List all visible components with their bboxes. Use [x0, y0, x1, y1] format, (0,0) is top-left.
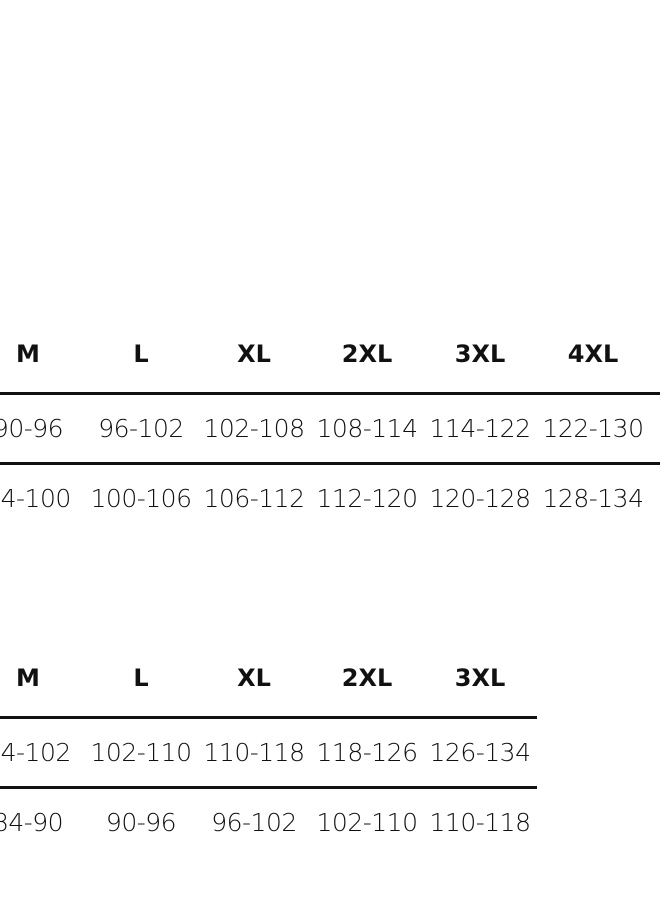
size-cell: 102-108 — [203, 414, 305, 443]
header-cell: 2XL — [341, 664, 393, 692]
header-cell: XL — [237, 340, 271, 368]
row-divider — [0, 716, 537, 719]
header-cell: M — [16, 340, 40, 368]
header-cell: L — [133, 340, 149, 368]
size-cell: 122-130 — [542, 414, 644, 443]
size-cell: 102-110 — [316, 808, 418, 837]
size-cell: 90-96 — [105, 808, 177, 837]
size-cell: 120-128 — [429, 484, 531, 513]
header-cell: 2XL — [341, 340, 393, 368]
header-cell: L — [133, 664, 149, 692]
row-divider — [0, 462, 660, 465]
size-cell: 96-102 — [98, 414, 184, 443]
size-cell: 108-114 — [316, 414, 418, 443]
size-cell: 106-112 — [203, 484, 305, 513]
header-cell: 3XL — [454, 340, 506, 368]
size-cell: 84-90 — [0, 808, 64, 837]
size-cell: 90-96 — [0, 414, 64, 443]
size-cell: 128-134 — [542, 484, 644, 513]
size-cell: 110-118 — [429, 808, 531, 837]
row-divider — [0, 392, 660, 395]
size-cell: 126-134 — [429, 738, 531, 767]
header-cell: 4XL — [567, 340, 619, 368]
header-cell: XL — [237, 664, 271, 692]
size-cell: 94-100 — [0, 484, 71, 513]
size-cell: 94-102 — [0, 738, 71, 767]
size-cell: 110-118 — [203, 738, 305, 767]
row-divider — [0, 786, 537, 789]
header-cell: M — [16, 664, 40, 692]
size-cell: 96-102 — [211, 808, 297, 837]
size-cell: 114-122 — [429, 414, 531, 443]
size-cell: 100-106 — [90, 484, 192, 513]
size-cell: 112-120 — [316, 484, 418, 513]
header-cell: 3XL — [454, 664, 506, 692]
size-cell: 118-126 — [316, 738, 418, 767]
size-cell: 102-110 — [90, 738, 192, 767]
